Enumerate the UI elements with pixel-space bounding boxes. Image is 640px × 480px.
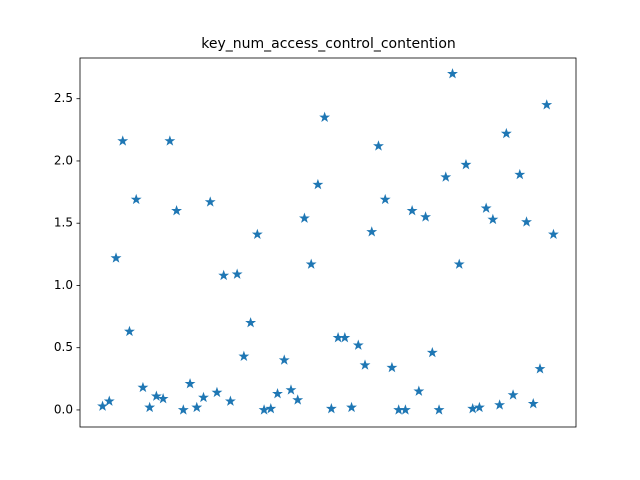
- point: [164, 135, 176, 146]
- point: [137, 381, 149, 393]
- point: [352, 339, 364, 350]
- point: [339, 332, 351, 343]
- point: [514, 168, 526, 180]
- point: [507, 389, 519, 400]
- point: [379, 193, 391, 205]
- point: [238, 350, 250, 362]
- point: [130, 193, 142, 205]
- point: [447, 68, 458, 79]
- point: [191, 401, 203, 413]
- point: [224, 395, 236, 406]
- point: [292, 394, 304, 405]
- point: [480, 202, 492, 213]
- point: [386, 361, 398, 373]
- point: [184, 378, 196, 389]
- point: [251, 228, 263, 240]
- y-tick-label: 2.0: [54, 153, 73, 167]
- point: [541, 99, 553, 110]
- point: [420, 211, 432, 222]
- point: [97, 400, 108, 411]
- y-tick-label: 0.0: [54, 402, 73, 416]
- point: [124, 325, 135, 337]
- y-tick-label: 2.5: [54, 91, 73, 105]
- y-tick-label: 1.5: [54, 216, 73, 230]
- point: [399, 404, 411, 415]
- point: [527, 397, 539, 409]
- point: [157, 393, 169, 404]
- point: [110, 252, 122, 263]
- point: [305, 258, 317, 269]
- point: [433, 404, 445, 415]
- point: [359, 359, 371, 370]
- point: [426, 346, 438, 358]
- point: [258, 404, 270, 415]
- point: [366, 226, 378, 237]
- point: [406, 205, 418, 216]
- point: [117, 135, 129, 146]
- point: [548, 228, 559, 240]
- point: [285, 384, 297, 395]
- chart-title: key_num_access_control_contention: [201, 36, 456, 52]
- point: [144, 401, 156, 413]
- point: [467, 402, 479, 414]
- axes-frame: [79, 57, 577, 428]
- point: [272, 388, 283, 399]
- y-tick-label: 1.0: [54, 278, 73, 292]
- point: [231, 268, 243, 279]
- point: [265, 402, 277, 414]
- point: [103, 395, 115, 406]
- point: [494, 399, 506, 410]
- point: [218, 269, 230, 281]
- y-tick-label: 0.5: [54, 340, 73, 354]
- point: [346, 401, 357, 413]
- point: [500, 127, 512, 139]
- point: [473, 401, 485, 413]
- point: [177, 404, 189, 415]
- point: [460, 158, 472, 170]
- point: [245, 317, 257, 328]
- point: [440, 171, 452, 182]
- point: [198, 391, 209, 403]
- point: [413, 385, 425, 396]
- point: [278, 354, 290, 365]
- point: [453, 258, 465, 269]
- point: [319, 111, 331, 123]
- point: [204, 196, 216, 207]
- point: [373, 140, 384, 151]
- point: [312, 178, 324, 190]
- point: [299, 212, 310, 223]
- point: [211, 386, 223, 398]
- point: [150, 390, 162, 401]
- point: [534, 363, 546, 374]
- point: [487, 213, 499, 225]
- point: [171, 205, 183, 216]
- point: [521, 216, 532, 227]
- point: [325, 402, 337, 414]
